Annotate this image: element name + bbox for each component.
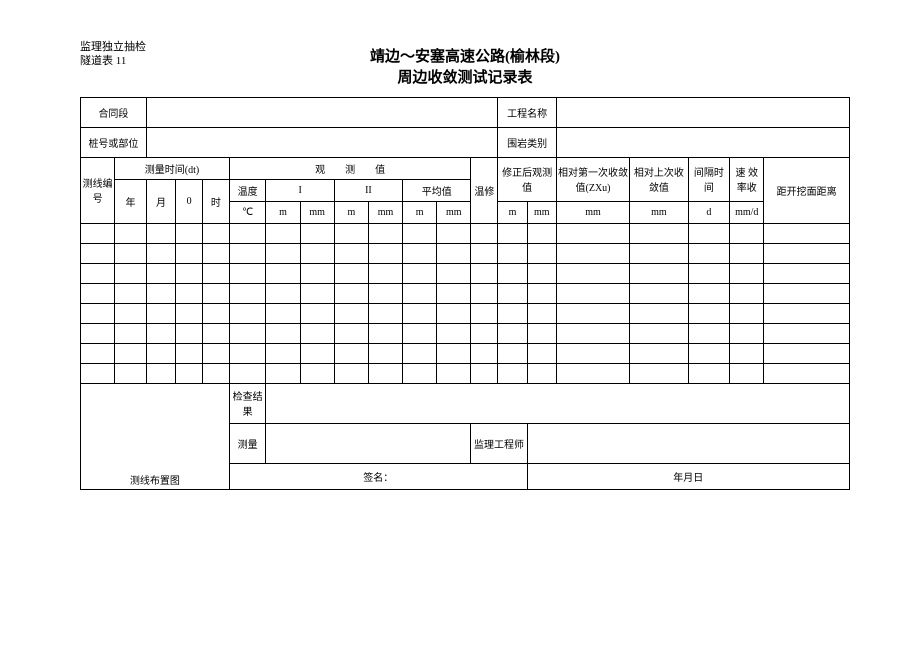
title-line2: 周边收敛测试记录表 — [80, 68, 850, 89]
col-avg: 平均值 — [403, 179, 471, 201]
label-project: 工程名称 — [498, 97, 557, 127]
label-supervisor: 监理工程师 — [471, 423, 527, 463]
main-table: 合同段 工程名称 桩号或部位 围岩类别 测线编号 测量时间(dt) 观 测 值 … — [80, 97, 850, 490]
col-rel-first: 相对第一次收敛值(ZXu) — [556, 157, 629, 201]
value-rock — [556, 127, 849, 157]
unit-II-mm: mm — [368, 201, 402, 223]
table-row — [81, 303, 850, 323]
layout-diagram: 测线布置图 — [81, 383, 230, 489]
table-row — [81, 243, 850, 263]
unit-avg-m: m — [403, 201, 437, 223]
col-zero: 0 — [176, 179, 203, 223]
table-row — [81, 343, 850, 363]
label-check-result: 检查结果 — [229, 383, 266, 423]
unit-corr-mm: mm — [527, 201, 556, 223]
unit-I-mm: mm — [300, 201, 334, 223]
col-hour: 时 — [203, 179, 230, 223]
unit-avg-mm: mm — [437, 201, 471, 223]
table-row — [81, 223, 850, 243]
col-line-no: 测线编号 — [81, 157, 115, 223]
label-signature: 签名： — [229, 463, 527, 489]
col-dist-face: 距开挖面距离 — [764, 157, 850, 223]
label-survey: 测量 — [229, 423, 266, 463]
col-month: 月 — [146, 179, 175, 223]
col-II: II — [334, 179, 402, 201]
col-I: I — [266, 179, 334, 201]
col-rel-last: 相对上次收敛值 — [630, 157, 689, 201]
unit-corr-m: m — [498, 201, 527, 223]
col-corrected: 修正后观测值 — [498, 157, 557, 201]
col-temperature: 温度 — [229, 179, 266, 201]
col-observed: 观 测 值 — [229, 157, 471, 179]
unit-II-m: m — [334, 201, 368, 223]
table-row — [81, 323, 850, 343]
label-date: 年月日 — [527, 463, 849, 489]
value-survey — [266, 423, 471, 463]
col-temp-corr: 温修 — [471, 157, 498, 223]
unit-relfirst: mm — [556, 201, 629, 223]
col-rate: 速 效率收 — [730, 157, 764, 201]
value-contract — [146, 97, 497, 127]
label-pile: 桩号或部位 — [81, 127, 147, 157]
col-year: 年 — [115, 179, 147, 223]
label-contract: 合同段 — [81, 97, 147, 127]
unit-I-m: m — [266, 201, 300, 223]
col-interval: 间隔时间 — [688, 157, 729, 201]
value-check-result — [266, 383, 850, 423]
title-block: 靖边～安塞高速公路(榆林段) 周边收敛测试记录表 — [80, 47, 850, 89]
unit-rate: mm/d — [730, 201, 764, 223]
table-row — [81, 283, 850, 303]
unit-temp: ℃ — [229, 201, 266, 223]
label-rock: 围岩类别 — [498, 127, 557, 157]
col-measure-time: 测量时间(dt) — [115, 157, 230, 179]
unit-rellast: mm — [630, 201, 689, 223]
title-line1: 靖边～安塞高速公路(榆林段) — [80, 47, 850, 68]
value-pile — [146, 127, 497, 157]
value-project — [556, 97, 849, 127]
table-row — [81, 363, 850, 383]
unit-interval: d — [688, 201, 729, 223]
table-row — [81, 263, 850, 283]
value-supervisor — [527, 423, 849, 463]
